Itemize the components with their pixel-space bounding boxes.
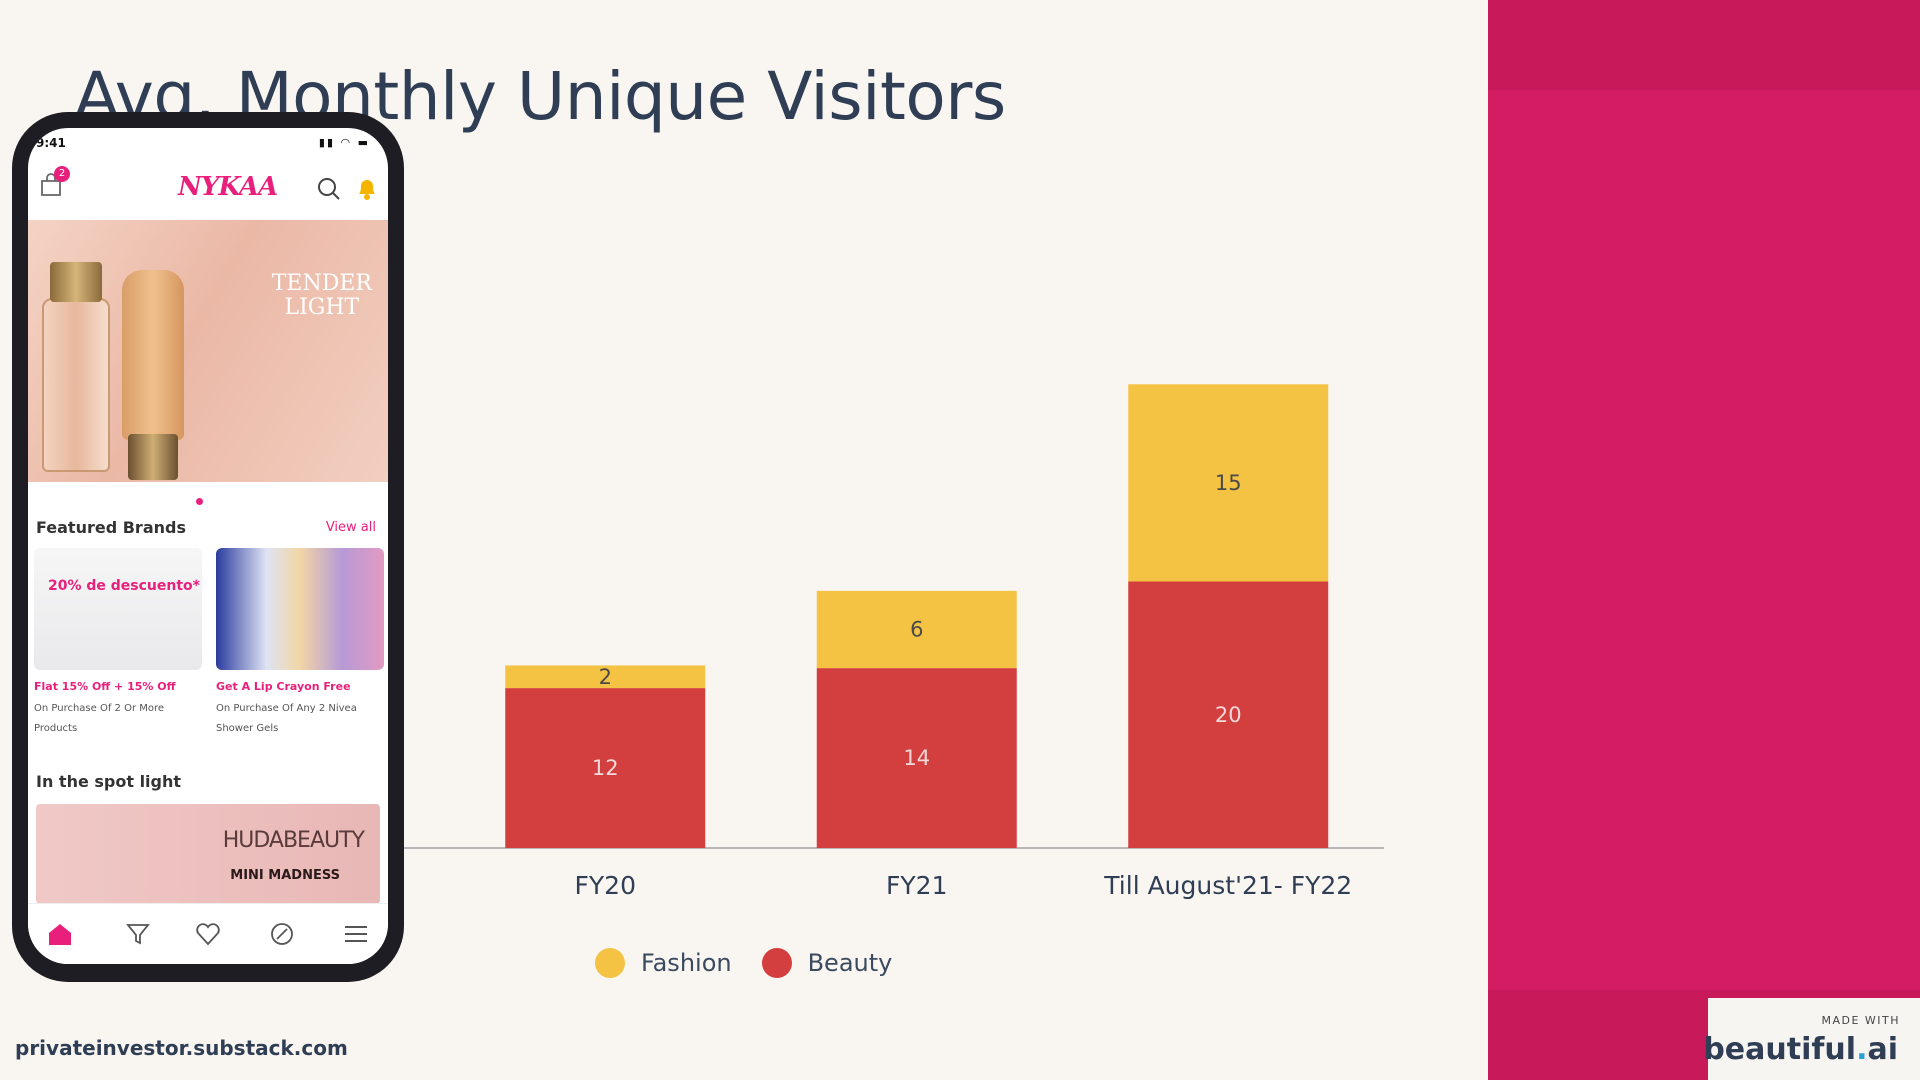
foundation-tube-image [122, 270, 184, 480]
carousel-dots[interactable] [196, 490, 232, 509]
nykaa-logo: NYKAA [178, 172, 278, 202]
beautiful-ai-logo: beautiful.ai [1703, 1032, 1898, 1067]
menu-icon[interactable] [342, 920, 370, 948]
legend-item-beauty: Beauty [761, 948, 893, 978]
data-label-beauty: 20 [1215, 703, 1242, 727]
bar-beauty [1128, 581, 1329, 848]
chart-legend: Fashion Beauty [595, 948, 922, 978]
bell-icon[interactable] [354, 174, 380, 202]
data-label-fashion: 2 [599, 665, 612, 689]
legend-item-fashion: Fashion [595, 948, 732, 978]
bar-fashion [1128, 384, 1329, 582]
banner-title-line2: LIGHT [284, 295, 360, 320]
phone-screen: 9:41 ▮▮ ◠ ▬ 2 NYKAA TENDER LIGHT Feature… [28, 128, 388, 964]
bar-beauty [816, 668, 1017, 848]
spotlight-brand: HUDABEAUTY [222, 828, 365, 853]
x-tick-label: Till August'21- FY22 [1103, 871, 1352, 900]
featured-brands-title: Featured Brands [36, 518, 186, 537]
brand-sub-1: On Purchase Of 2 Or More Products [34, 703, 165, 734]
brand-promo-text: 20% de descuento* [48, 578, 200, 594]
brand-dot: . [1856, 1032, 1868, 1067]
filter-icon[interactable] [124, 920, 152, 948]
brand-image-avene: 20% de descuento* [34, 548, 202, 670]
bar-beauty [505, 688, 706, 848]
side-panel [1488, 0, 1920, 1080]
heart-icon[interactable] [194, 920, 222, 948]
search-icon[interactable] [316, 176, 342, 202]
brand-card-avene[interactable]: 20% de descuento* Flat 15% Off + 15% Off… [34, 548, 202, 738]
legend-label-beauty: Beauty [807, 949, 893, 977]
source-label: privateinvestor.substack.com [15, 1036, 348, 1060]
x-tick-label: FY20 [575, 871, 636, 900]
made-with-label: MADE WITH [1821, 1014, 1900, 1027]
status-icons: ▮▮ ◠ ▬ [318, 136, 370, 149]
brand-offer-1: Flat 15% Off + 15% Off [34, 680, 176, 693]
hero-banner[interactable]: TENDER LIGHT [28, 220, 388, 482]
status-time: 9:41 [36, 136, 66, 150]
spotlight-banner[interactable]: HUDABEAUTY MINI MADNESS [36, 804, 380, 904]
brand-ai: ai [1867, 1032, 1898, 1067]
foundation-bottle-image [42, 262, 110, 472]
brand-card-nivea[interactable]: Get A Lip Crayon Free On Purchase Of Any… [216, 548, 384, 738]
legend-swatch-fashion [595, 948, 625, 978]
bottom-tab-bar [28, 903, 388, 964]
banner-title-line1: TENDER [271, 271, 372, 296]
data-label-fashion: 6 [910, 617, 923, 641]
brand-main: beautiful [1703, 1032, 1857, 1067]
legend-swatch-beauty [761, 948, 792, 978]
spotlight-title: In the spot light [36, 772, 182, 791]
x-tick-label: FY21 [886, 871, 947, 900]
made-with-badge[interactable]: MADE WITH beautiful.ai [1703, 998, 1920, 1080]
brand-image-nivea [216, 548, 384, 670]
bag-count-badge: 2 [54, 166, 70, 182]
banner-title: TENDER LIGHT [272, 272, 372, 320]
data-label-fashion: 15 [1215, 471, 1242, 495]
brand-offer-2: Get A Lip Crayon Free [216, 680, 351, 693]
spotlight-sub: MINI MADNESS [230, 868, 340, 883]
legend-label-fashion: Fashion [641, 949, 732, 977]
view-all-link[interactable]: View all [325, 520, 376, 535]
data-label-beauty: 14 [903, 746, 930, 770]
brand-sub-2: On Purchase Of Any 2 Nivea Shower Gels [216, 703, 357, 734]
bar-fashion [816, 590, 1017, 669]
bar-fashion [505, 665, 706, 689]
panel-band [1488, 90, 1920, 990]
home-icon[interactable] [46, 920, 74, 948]
offers-icon[interactable] [268, 920, 296, 948]
app-bar: 2 NYKAA [28, 162, 388, 212]
data-label-beauty: 12 [592, 756, 619, 780]
